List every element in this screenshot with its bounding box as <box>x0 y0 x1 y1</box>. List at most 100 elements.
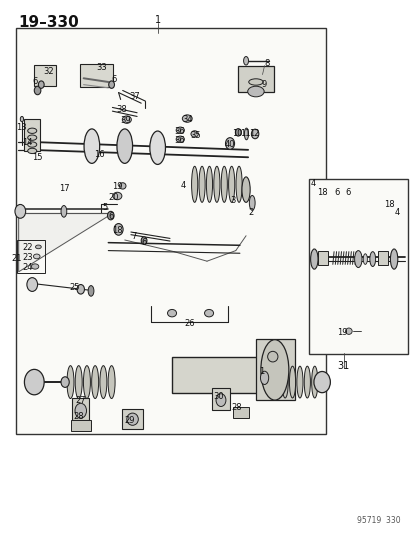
Bar <box>172 357 282 393</box>
Text: 38: 38 <box>116 104 127 114</box>
Text: 18: 18 <box>383 200 394 209</box>
Text: 19: 19 <box>112 182 123 191</box>
Ellipse shape <box>260 340 288 400</box>
Ellipse shape <box>116 129 132 164</box>
Text: 4: 4 <box>180 181 186 190</box>
Text: 4: 4 <box>310 179 315 188</box>
Text: 26: 26 <box>184 319 195 328</box>
Ellipse shape <box>362 254 366 264</box>
Ellipse shape <box>249 196 254 211</box>
Text: 4: 4 <box>394 208 399 217</box>
Text: 36: 36 <box>173 136 184 146</box>
Circle shape <box>15 205 26 218</box>
Bar <box>212 389 229 410</box>
Ellipse shape <box>241 177 249 203</box>
Bar <box>34 65 55 86</box>
Circle shape <box>109 81 114 88</box>
Bar <box>308 179 408 354</box>
Circle shape <box>313 372 330 393</box>
Text: 11: 11 <box>240 130 250 139</box>
Ellipse shape <box>235 166 242 203</box>
Ellipse shape <box>33 254 40 259</box>
Text: 35: 35 <box>190 131 201 140</box>
Ellipse shape <box>216 394 225 407</box>
Text: 6: 6 <box>108 212 113 221</box>
Text: 16: 16 <box>94 150 104 159</box>
Ellipse shape <box>228 166 234 203</box>
Text: 18: 18 <box>112 227 123 236</box>
Ellipse shape <box>389 249 397 269</box>
Text: 28: 28 <box>73 412 84 421</box>
Text: 13: 13 <box>16 123 26 132</box>
Text: 30: 30 <box>213 392 223 401</box>
Text: 22: 22 <box>22 244 33 253</box>
Ellipse shape <box>100 366 107 399</box>
Ellipse shape <box>84 129 100 164</box>
Circle shape <box>38 81 44 88</box>
Circle shape <box>225 138 234 149</box>
Text: 9: 9 <box>261 80 266 89</box>
Ellipse shape <box>244 128 248 140</box>
Text: 40: 40 <box>224 140 235 149</box>
Ellipse shape <box>213 166 219 203</box>
Ellipse shape <box>221 166 227 203</box>
Ellipse shape <box>345 328 351 334</box>
Ellipse shape <box>28 135 37 140</box>
Text: 31: 31 <box>337 361 349 371</box>
Text: 6: 6 <box>344 188 349 197</box>
Circle shape <box>114 223 123 235</box>
Ellipse shape <box>243 56 248 65</box>
Bar <box>80 64 113 87</box>
Ellipse shape <box>206 166 212 203</box>
Text: 20: 20 <box>108 193 119 202</box>
Text: 17: 17 <box>59 184 69 193</box>
Circle shape <box>34 86 41 95</box>
Ellipse shape <box>83 366 90 399</box>
Ellipse shape <box>67 366 74 399</box>
Text: 39: 39 <box>120 116 131 125</box>
Circle shape <box>24 369 44 395</box>
Text: 24: 24 <box>22 263 33 271</box>
Text: 10: 10 <box>231 130 242 139</box>
Circle shape <box>61 377 69 387</box>
Text: 27: 27 <box>75 396 86 405</box>
Ellipse shape <box>369 252 375 266</box>
Text: 3: 3 <box>230 196 235 205</box>
Ellipse shape <box>28 142 37 147</box>
Circle shape <box>77 285 84 294</box>
Bar <box>17 240 45 273</box>
Ellipse shape <box>88 286 94 296</box>
Text: 19–330: 19–330 <box>18 14 78 30</box>
Ellipse shape <box>204 310 213 317</box>
Ellipse shape <box>176 136 184 142</box>
Text: 6: 6 <box>141 238 146 247</box>
Text: 6: 6 <box>33 77 38 86</box>
Text: 29: 29 <box>125 416 135 425</box>
Text: 7: 7 <box>131 232 137 241</box>
Bar <box>237 66 273 92</box>
Text: 1: 1 <box>259 367 263 376</box>
Ellipse shape <box>36 245 41 249</box>
Ellipse shape <box>61 206 66 217</box>
Text: 23: 23 <box>22 253 33 262</box>
Text: 36: 36 <box>173 127 184 136</box>
Text: 25: 25 <box>69 283 80 292</box>
Circle shape <box>235 128 240 136</box>
Text: 15: 15 <box>32 154 43 163</box>
Ellipse shape <box>182 115 192 122</box>
Ellipse shape <box>150 131 165 165</box>
Text: 14: 14 <box>22 138 33 147</box>
Ellipse shape <box>75 403 86 418</box>
Ellipse shape <box>260 371 268 384</box>
Text: 21: 21 <box>11 254 21 263</box>
Ellipse shape <box>354 251 361 268</box>
Text: 37: 37 <box>128 92 139 101</box>
Bar <box>233 407 249 418</box>
Ellipse shape <box>91 366 98 399</box>
Ellipse shape <box>296 366 302 398</box>
Ellipse shape <box>199 166 205 203</box>
Ellipse shape <box>191 166 197 203</box>
Text: 1: 1 <box>154 15 160 25</box>
Ellipse shape <box>176 127 184 133</box>
Text: 18: 18 <box>316 188 327 197</box>
